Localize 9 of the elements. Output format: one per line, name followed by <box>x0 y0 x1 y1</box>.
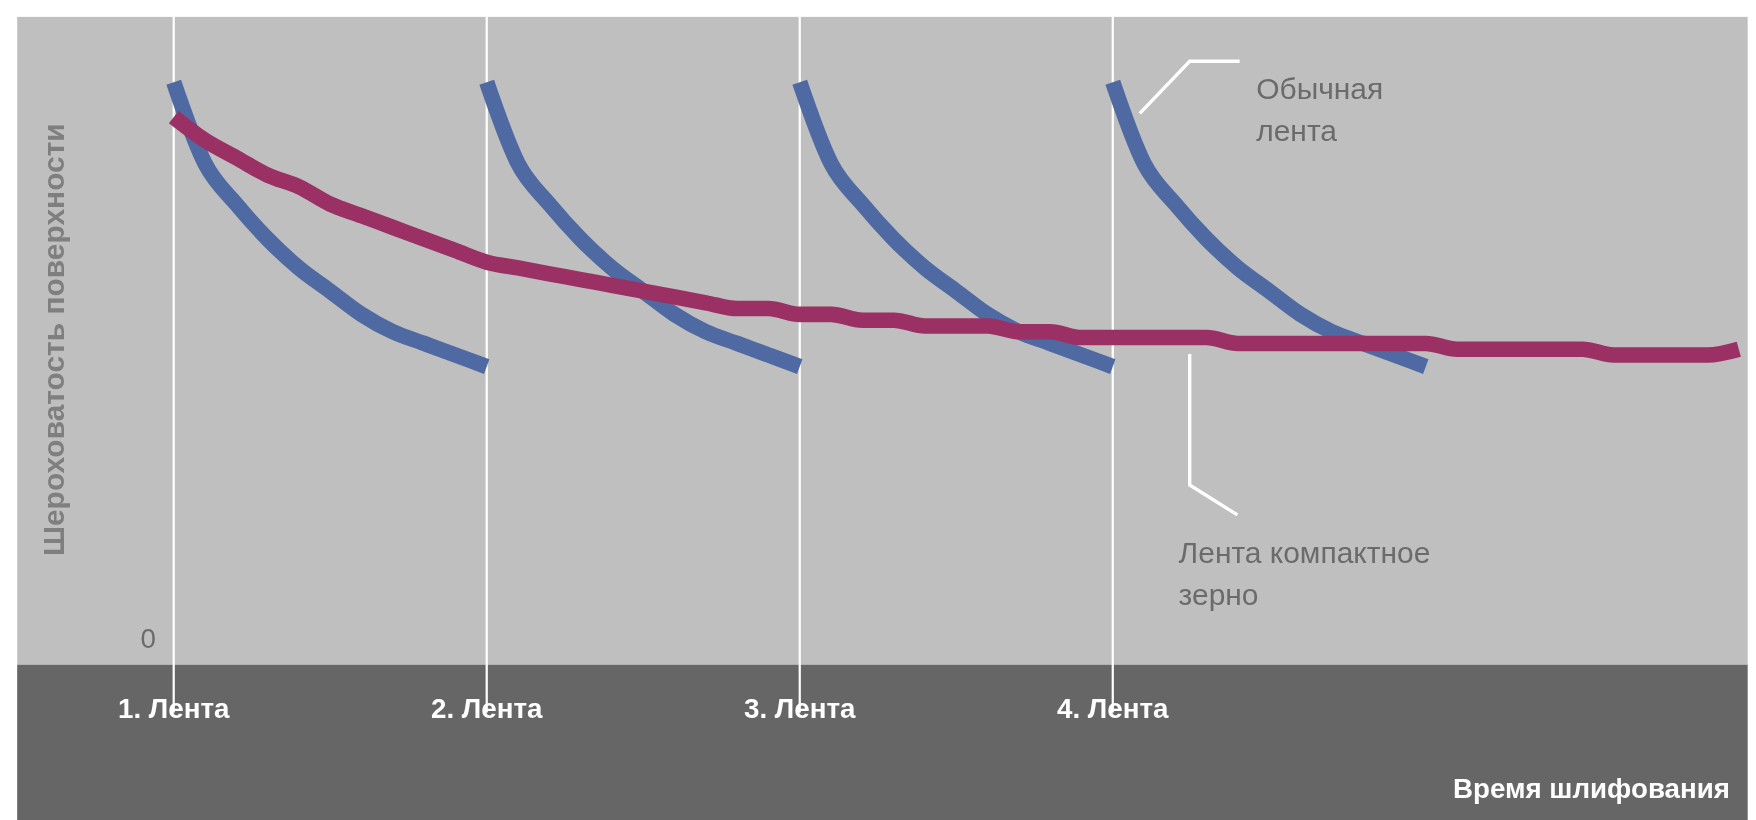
annotation: Лента компактное зерно <box>1178 535 1431 611</box>
x-tick-label: 3. Лента <box>744 692 857 724</box>
x-axis-title: Время шлифования <box>1452 772 1730 804</box>
x-tick-label: 1. Лента <box>117 692 230 724</box>
y-axis-title: Шероховатость поверхности <box>36 123 70 557</box>
annotation: 0 <box>140 623 156 655</box>
annotation: Обычная лента <box>1256 71 1384 148</box>
x-tick-label: 4. Лента <box>1057 692 1170 724</box>
x-tick-label: 2. Лента <box>431 692 544 724</box>
